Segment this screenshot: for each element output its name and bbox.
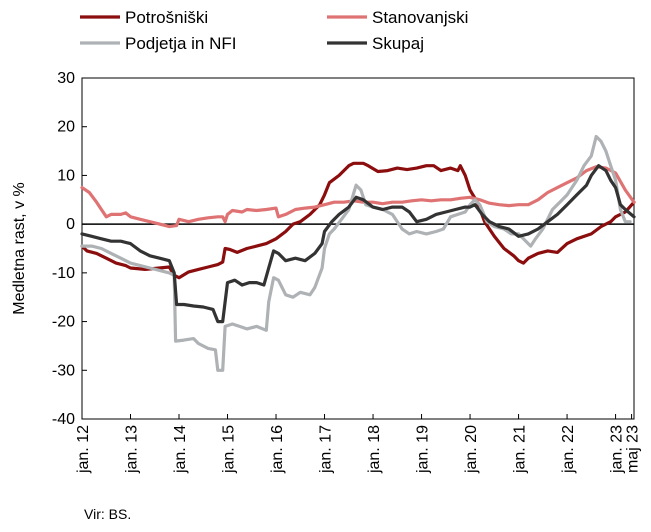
x-tick-label: jan. 16: [269, 425, 286, 474]
legend-label: Podjetja in NFI: [125, 34, 237, 53]
y-tick-label: 10: [57, 167, 75, 184]
x-tick-label: jan. 21: [512, 425, 529, 474]
x-tick-label: jan. 17: [318, 425, 335, 474]
x-tick-label: jan. 12: [75, 425, 92, 474]
y-tick-label: -40: [52, 411, 75, 428]
source-note: Vir: BS.: [84, 506, 132, 522]
series-line-3: [80, 134, 632, 372]
y-tick-label: -10: [52, 265, 75, 282]
x-tick-label: jan. 15: [221, 425, 238, 474]
x-axis: jan. 12 jan. 13 jan. 14 jan. 15 jan. 16 jan. …: [75, 414, 642, 474]
x-tick-label: jan. 14: [172, 425, 189, 474]
legend-label: Stanovanjski: [372, 8, 468, 27]
legend-label: Potrošniški: [125, 8, 208, 27]
x-tick-label: jan. 23: [609, 425, 626, 474]
x-tick-label: jan. 22: [560, 425, 577, 474]
x-tick-label: jan. 19: [415, 425, 432, 474]
y-axis: 30 20 10 0 -10 -20 -30 -40: [52, 70, 87, 428]
x-tick-label: jan. 13: [124, 425, 141, 474]
y-tick-label: 0: [66, 216, 75, 233]
series-line-2: [80, 165, 636, 229]
x-tick-label: maj 23: [625, 425, 642, 473]
series-line-1: [80, 161, 636, 280]
y-axis-label: Medletna rast, v %: [11, 182, 28, 315]
series-line-4: [80, 164, 636, 324]
x-tick-label: jan. 18: [366, 425, 383, 474]
series-lines: [80, 134, 636, 372]
y-tick-label: 20: [57, 119, 75, 136]
legend: Potrošniški Stanovanjski Podjetja in NFI Sk…: [80, 8, 468, 53]
plot-frame: [81, 77, 635, 420]
plot-area: [80, 77, 636, 420]
legend-label: Skupaj: [372, 34, 424, 53]
x-tick-label: jan. 20: [463, 425, 480, 474]
y-tick-label: 30: [57, 70, 75, 87]
y-tick-label: -20: [52, 314, 75, 331]
y-tick-label: -30: [52, 362, 75, 379]
